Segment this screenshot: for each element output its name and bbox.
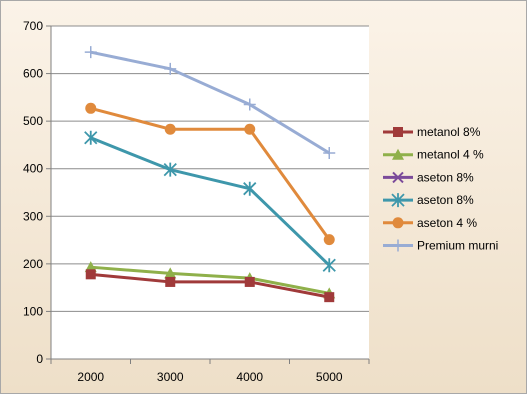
legend-marker <box>393 127 403 137</box>
data-point <box>244 276 255 287</box>
data-point <box>163 162 177 177</box>
x-tick-label: 2000 <box>77 370 104 384</box>
data-point <box>85 269 96 280</box>
legend-label: Premium murni <box>417 239 498 253</box>
data-point <box>84 130 98 145</box>
series-group <box>84 46 336 303</box>
legend-marker <box>392 148 404 160</box>
x-axis-ticks: 2000 3000 4000 5000 <box>50 359 370 384</box>
plot-area <box>51 26 369 359</box>
series-line <box>90 265 330 295</box>
y-axis-ticks: 0 100 200 300 400 500 600 700 <box>23 19 51 366</box>
series-line <box>90 50 331 155</box>
y-tick-label: 100 <box>23 304 43 318</box>
data-point <box>323 147 336 160</box>
data-point <box>164 62 177 75</box>
series-4 <box>85 102 335 246</box>
legend-marker <box>391 193 405 208</box>
y-tick-label: 200 <box>23 257 43 271</box>
legend-label: aseton 8% <box>417 170 474 184</box>
series-0 <box>85 269 335 303</box>
data-point <box>164 123 176 135</box>
gridlines <box>51 25 369 312</box>
series-line <box>90 272 330 299</box>
data-point <box>165 276 176 287</box>
data-point <box>85 102 97 114</box>
legend: metanol 8% metanol 4 % aseton 8% aseton 8% a… <box>383 125 498 253</box>
x-tick-label: 5000 <box>316 370 343 384</box>
legend-item: metanol 8% <box>383 125 481 139</box>
data-point <box>243 98 256 111</box>
legend-item: Premium murni <box>383 239 498 253</box>
series-5 <box>84 46 336 160</box>
data-point <box>84 46 97 59</box>
x-tick-label: 4000 <box>236 370 263 384</box>
data-point <box>324 292 335 303</box>
data-point <box>322 258 336 273</box>
y-tick-label: 600 <box>23 67 43 81</box>
legend-marker <box>392 171 404 184</box>
legend-item: aseton 8% <box>383 193 474 207</box>
data-point <box>244 123 256 135</box>
series-line <box>90 106 331 241</box>
y-tick-label: 0 <box>36 352 43 366</box>
y-tick-label: 700 <box>23 19 43 33</box>
x-tick-label: 3000 <box>157 370 184 384</box>
legend-label: aseton 4 % <box>417 216 477 230</box>
legend-marker <box>392 239 404 252</box>
series-line <box>90 136 331 267</box>
legend-item: metanol 4 % <box>383 148 484 162</box>
y-tick-label: 500 <box>23 114 43 128</box>
data-point <box>243 181 257 196</box>
legend-label: metanol 8% <box>417 125 481 139</box>
legend-marker <box>392 217 404 229</box>
legend-item: aseton 8% <box>383 170 474 184</box>
y-tick-label: 400 <box>23 162 43 176</box>
data-point <box>164 267 177 279</box>
y-tick-label: 300 <box>23 209 43 223</box>
series-3 <box>84 130 336 273</box>
legend-item: aseton 4 % <box>383 216 477 230</box>
legend-label: aseton 8% <box>417 193 474 207</box>
legend-label: metanol 4 % <box>417 148 484 162</box>
data-point <box>323 234 335 246</box>
